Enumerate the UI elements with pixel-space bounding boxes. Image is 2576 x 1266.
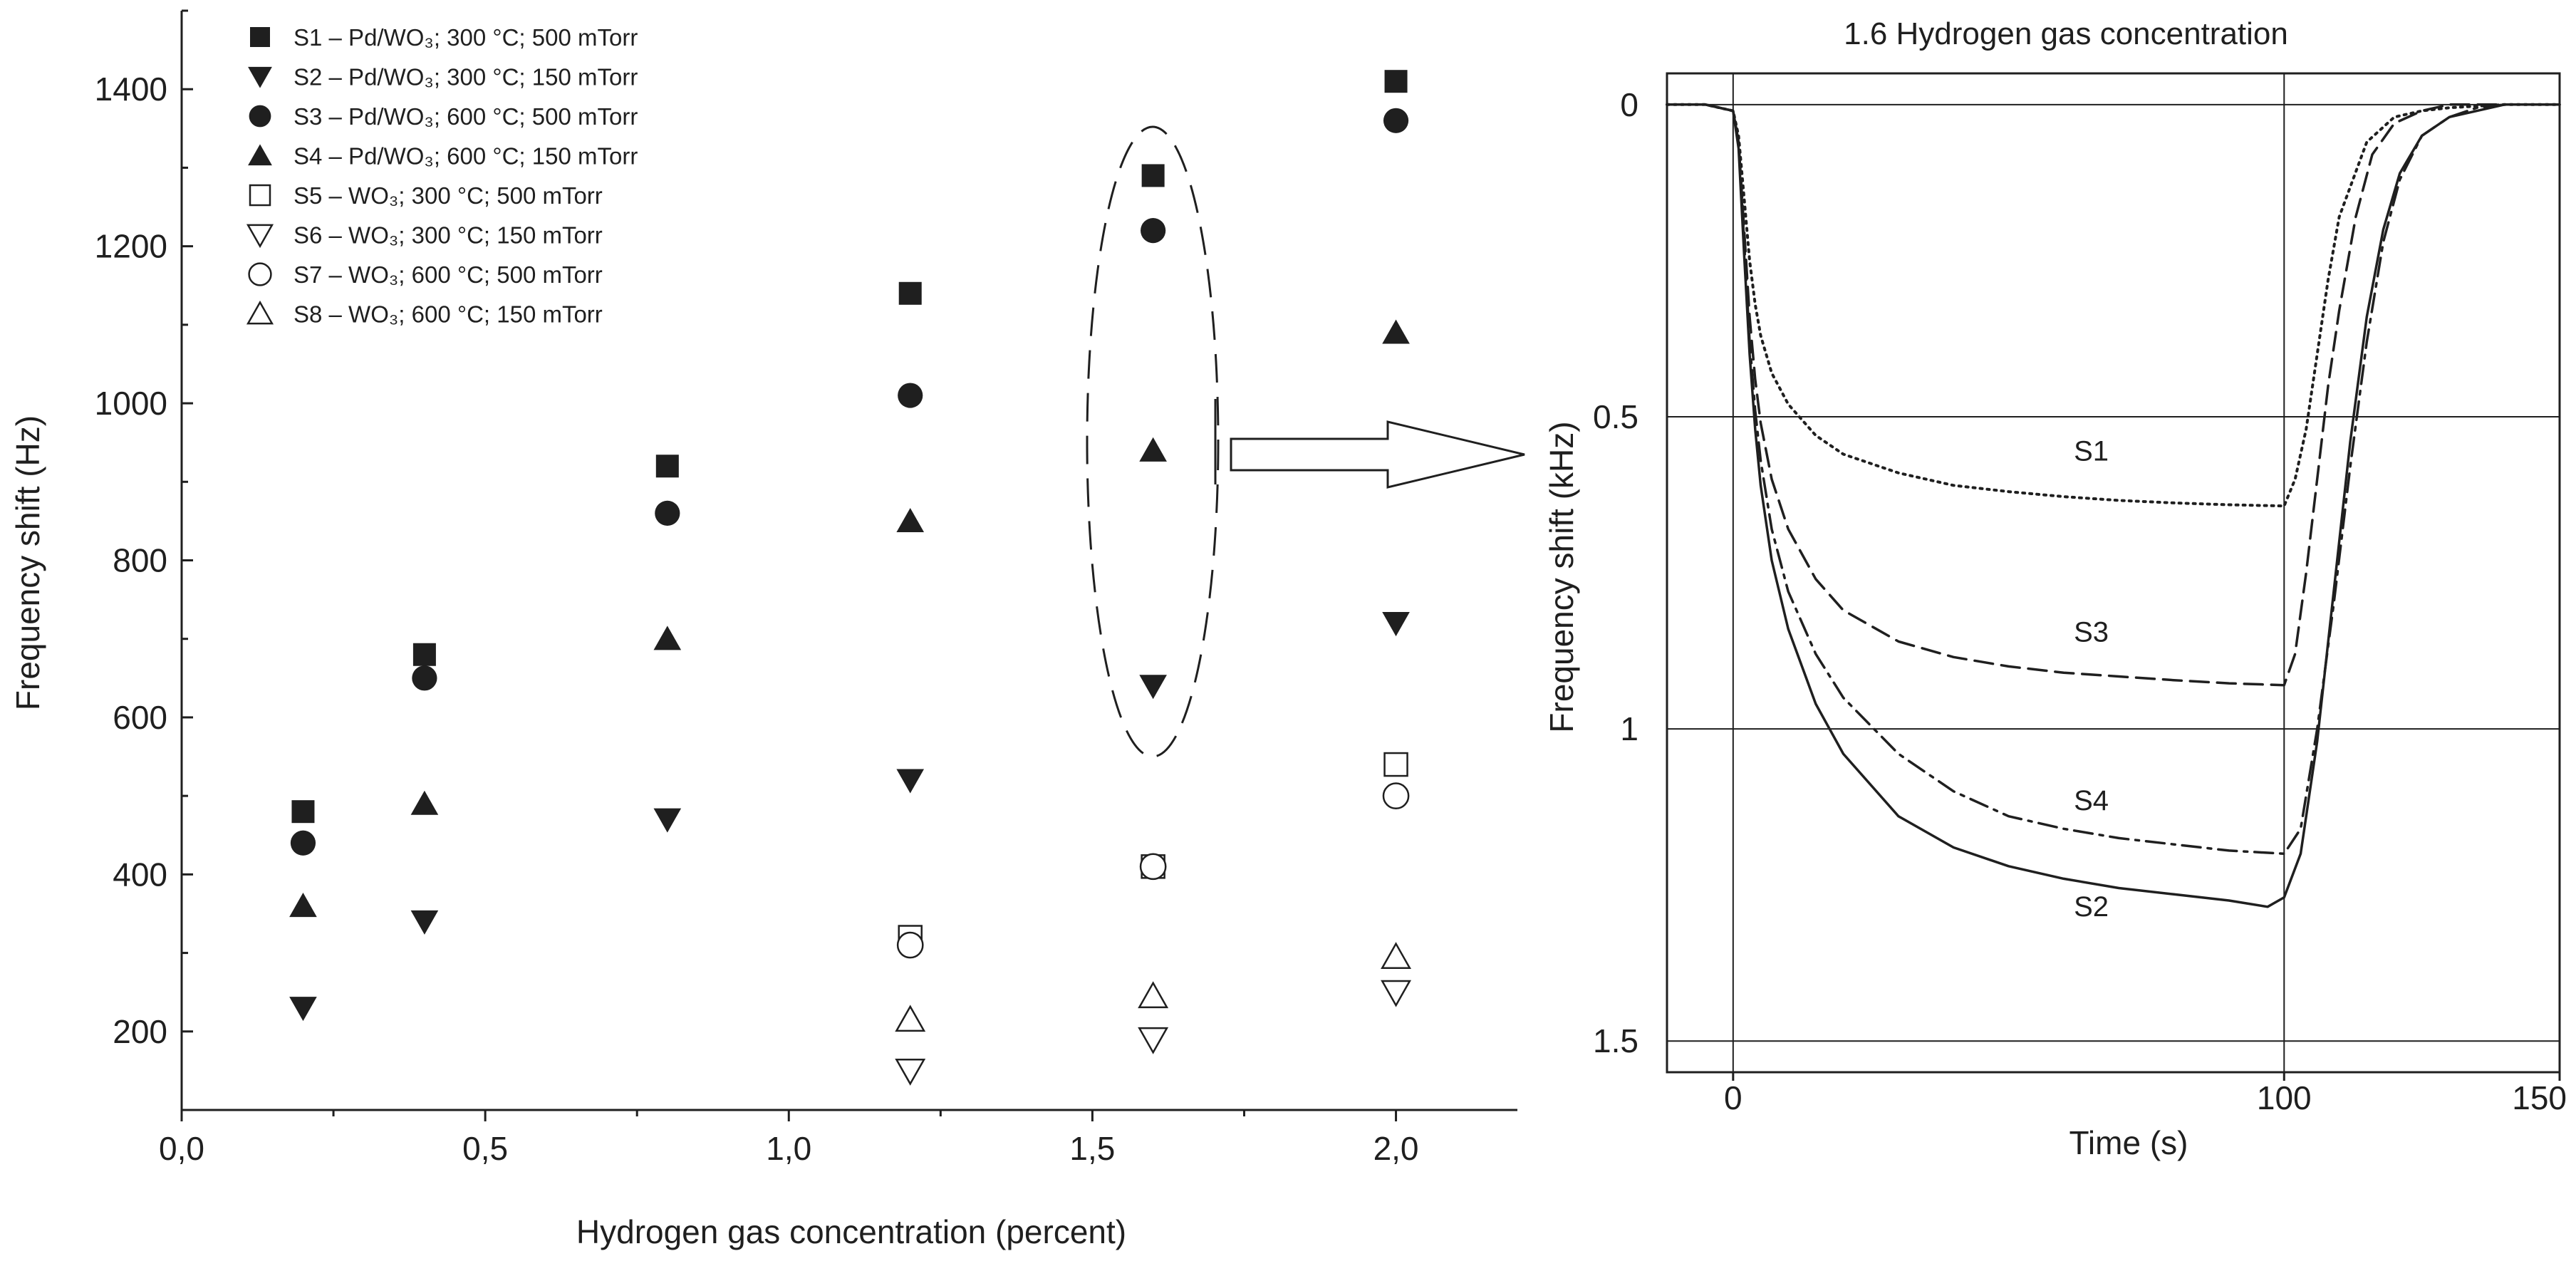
curve-label-s2: S2 xyxy=(2074,891,2109,923)
curve-labels: S1 S3 S4 S2 xyxy=(2074,435,2109,923)
point-s3 xyxy=(412,665,437,691)
point-s4 xyxy=(1139,437,1167,462)
left-x-tick-label: 2,0 xyxy=(1373,1130,1419,1167)
right-plot-frame xyxy=(1666,72,2561,1074)
time-response-chart: 1.6 Hydrogen gas concentration 00.511.5 … xyxy=(1543,16,2567,1161)
point-s4 xyxy=(1382,319,1410,344)
point-s4 xyxy=(289,893,317,918)
right-y-axis-label: Frequency shift (kHz) xyxy=(1543,421,1580,732)
right-chart-title: 1.6 Hydrogen gas concentration xyxy=(1844,16,2288,51)
series-line-s2 xyxy=(1666,103,2561,908)
legend-label-s6: S6 – WO₃; 300 °C; 150 mTorr xyxy=(294,222,603,249)
point-s4 xyxy=(896,507,925,533)
point-s8 xyxy=(1381,942,1412,969)
legend-marker-s6 xyxy=(246,224,274,249)
curve-label-s4: S4 xyxy=(2074,785,2109,816)
legend-label-s8: S8 – WO₃; 600 °C; 150 mTorr xyxy=(294,301,603,328)
right-y-ticks: 0 0.5 1 1.5 xyxy=(1593,86,1638,1059)
point-s6 xyxy=(1138,1027,1169,1054)
response-curves xyxy=(1666,103,2561,908)
legend-label-s5: S5 – WO₃; 300 °C; 500 mTorr xyxy=(294,182,603,209)
point-s1 xyxy=(412,643,436,666)
point-s1 xyxy=(655,455,679,478)
point-s2 xyxy=(1382,612,1410,637)
scatter-chart: 200 400 600 800 1000 1200 1400 0,0 0,5 1,0 1,5 2,0… xyxy=(9,9,1525,1250)
point-s7 xyxy=(1382,782,1410,809)
series-line-s3 xyxy=(1666,103,2561,687)
point-s1 xyxy=(1141,164,1165,187)
point-s3 xyxy=(655,500,680,526)
legend-marker-s3 xyxy=(249,105,271,128)
legend-marker-s5 xyxy=(249,184,271,207)
left-y-axis-label: Frequency shift (Hz) xyxy=(9,415,46,710)
right-y-tick-label: 0.5 xyxy=(1593,398,1638,435)
legend-label-s2: S2 – Pd/WO₃; 300 °C; 150 mTorr xyxy=(294,64,638,90)
point-s2 xyxy=(896,769,925,794)
right-x-tick-label: 100 xyxy=(2257,1079,2312,1116)
point-s7 xyxy=(896,931,924,959)
point-s7 xyxy=(1139,853,1167,881)
point-s4 xyxy=(410,790,439,815)
curve-label-s3: S3 xyxy=(2074,616,2109,648)
point-s8 xyxy=(895,1005,926,1032)
point-s4 xyxy=(653,626,682,650)
legend-marker-s7 xyxy=(248,262,272,286)
point-s1 xyxy=(1384,70,1408,93)
point-s1 xyxy=(291,800,315,824)
point-s6 xyxy=(895,1059,926,1086)
point-s2 xyxy=(410,910,439,935)
right-y-tick-label: 1 xyxy=(1620,710,1638,747)
right-x-tick-label: 150 xyxy=(2512,1079,2567,1116)
curve-label-s1: S1 xyxy=(2074,435,2109,467)
series-line-s4 xyxy=(1666,103,2561,856)
legend-label-s4: S4 – Pd/WO₃; 600 °C; 150 mTorr xyxy=(294,143,638,170)
point-s2 xyxy=(289,997,317,1022)
left-y-tick-label: 1200 xyxy=(95,228,167,265)
left-x-ticks: 0,0 0,5 1,0 1,5 2,0 xyxy=(159,1110,1419,1167)
scatter-points xyxy=(289,70,1412,1086)
right-x-tick-label: 0 xyxy=(1724,1079,1743,1116)
right-y-tick-label: 1.5 xyxy=(1593,1022,1638,1059)
right-x-axis-label: Time (s) xyxy=(2069,1124,2188,1161)
left-x-tick-label: 1,5 xyxy=(1069,1130,1115,1167)
point-s6 xyxy=(1381,980,1412,1007)
point-s1 xyxy=(898,281,922,305)
point-s8 xyxy=(1138,981,1169,1009)
right-x-ticks: 0 100 150 xyxy=(1724,1072,2567,1116)
point-s2 xyxy=(1139,675,1167,700)
right-grid xyxy=(1667,73,2560,1072)
left-y-tick-label: 200 xyxy=(113,1013,167,1050)
arrow-right-icon xyxy=(1230,420,1525,489)
left-x-axis-label: Hydrogen gas concentration (percent) xyxy=(576,1213,1126,1250)
point-s3 xyxy=(1141,218,1166,244)
legend-marker-s1 xyxy=(250,27,270,47)
point-s2 xyxy=(653,808,682,833)
left-y-tick-label: 800 xyxy=(113,542,167,579)
left-x-tick-label: 0,5 xyxy=(462,1130,508,1167)
legend-marker-s4 xyxy=(248,144,272,166)
left-y-tick-label: 600 xyxy=(113,699,167,736)
legend-label-s7: S7 – WO₃; 600 °C; 500 mTorr xyxy=(294,261,603,288)
point-s3 xyxy=(898,383,923,408)
legend: S1 – Pd/WO₃; 300 °C; 500 mTorr S2 – Pd/WO… xyxy=(246,24,638,328)
highlight-ellipse xyxy=(1086,125,1220,758)
point-s3 xyxy=(290,830,316,856)
legend-label-s3: S3 – Pd/WO₃; 600 °C; 500 mTorr xyxy=(294,103,638,130)
left-x-tick-label: 1,0 xyxy=(766,1130,811,1167)
legend-label-s1: S1 – Pd/WO₃; 300 °C; 500 mTorr xyxy=(294,24,638,51)
legend-marker-s8 xyxy=(246,300,274,325)
left-y-tick-label: 1000 xyxy=(95,385,167,422)
left-y-tick-label: 1400 xyxy=(95,71,167,108)
series-line-s1 xyxy=(1666,103,2561,508)
left-y-tick-label: 400 xyxy=(113,856,167,893)
left-x-tick-label: 0,0 xyxy=(159,1130,204,1167)
legend-marker-s2 xyxy=(248,66,272,88)
left-y-ticks: 200 400 600 800 1000 1200 1400 xyxy=(95,9,193,1111)
right-y-tick-label: 0 xyxy=(1620,86,1638,123)
point-s5 xyxy=(1383,752,1408,777)
point-s3 xyxy=(1383,108,1409,133)
